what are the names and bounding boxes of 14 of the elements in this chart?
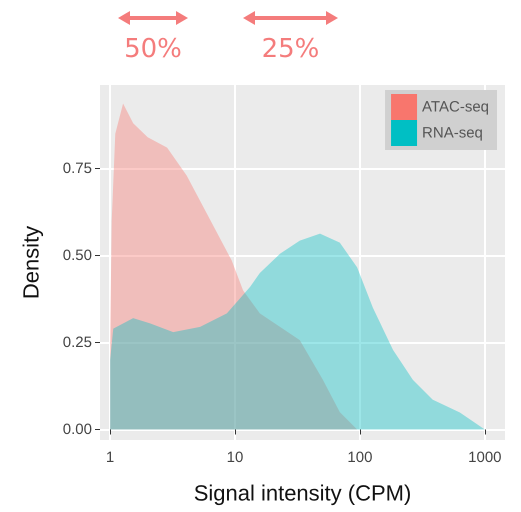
y-axis-title: Density <box>18 226 44 300</box>
x-tick-label: 10 <box>226 449 244 466</box>
text: 50% <box>123 34 183 64</box>
x-tick-label: 100 <box>347 449 372 466</box>
text: 25% <box>260 34 320 64</box>
y-tick-label: 0.50 <box>62 247 92 264</box>
x-tick-label: 1 <box>106 449 114 466</box>
legend-label: ATAC-seq <box>422 98 490 116</box>
y-tick-label: 0.25 <box>62 334 92 352</box>
x-axis-title: Signal intensity (CPM) <box>194 480 412 506</box>
x-tick-label: 1000 <box>468 449 502 466</box>
y-tick-label: 0.00 <box>62 421 92 438</box>
legend-label: RNA-seq <box>422 124 483 142</box>
y-tick-label: 0.75 <box>62 160 92 178</box>
